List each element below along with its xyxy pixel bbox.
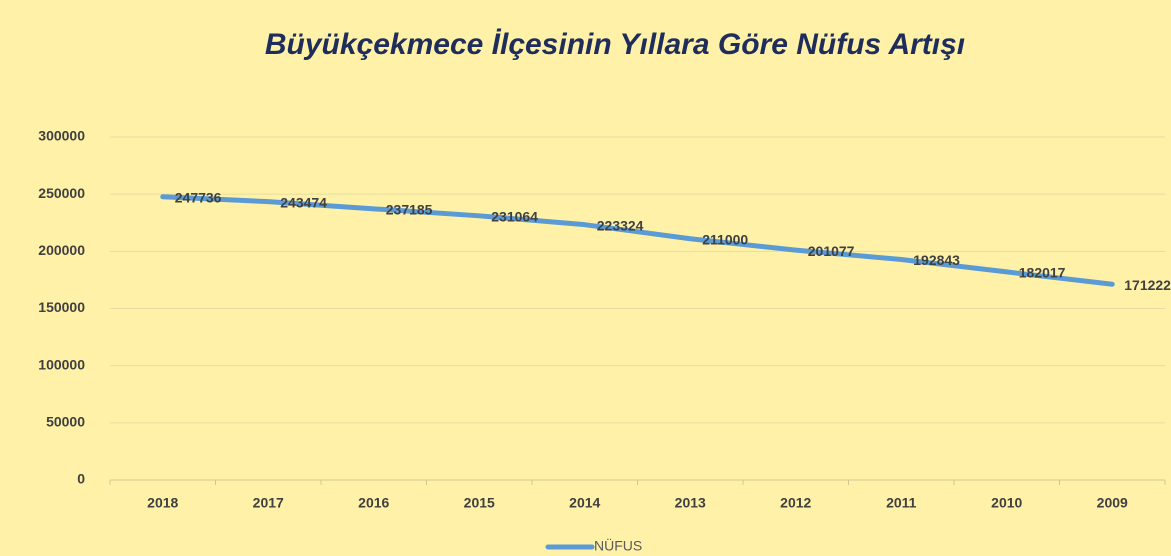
data-label: 237185 <box>386 202 433 218</box>
y-tick-label: 100000 <box>38 356 85 372</box>
data-line <box>160 194 1115 287</box>
x-tick-label: 2011 <box>886 495 917 511</box>
x-tick-label: 2013 <box>675 495 706 511</box>
y-tick-label: 50000 <box>46 414 85 430</box>
data-label: 201077 <box>808 243 855 259</box>
data-label: 182017 <box>1019 265 1066 281</box>
x-tick-label: 2010 <box>991 495 1022 511</box>
y-tick-label: 150000 <box>38 299 85 315</box>
x-tick-label: 2018 <box>147 495 178 511</box>
legend-label: NÜFUS <box>594 537 642 554</box>
x-tick-label: 2015 <box>464 495 495 511</box>
data-label: 243474 <box>280 194 327 210</box>
y-tick-label: 300000 <box>38 128 85 144</box>
data-label: 171222 <box>1124 277 1171 293</box>
y-tick-label: 200000 <box>38 242 85 258</box>
data-label: 211000 <box>702 231 748 247</box>
x-tick-label: 2009 <box>1097 495 1128 511</box>
data-label: 192843 <box>913 252 960 268</box>
x-tick-label: 2014 <box>569 495 600 511</box>
x-tick-label: 2016 <box>358 495 389 511</box>
data-label: 247736 <box>175 189 222 205</box>
y-tick-label: 250000 <box>38 185 85 201</box>
x-tick-label: 2017 <box>253 495 284 511</box>
x-tick-label: 2012 <box>780 495 811 511</box>
data-label: 223324 <box>597 217 644 233</box>
y-tick-label: 0 <box>77 471 85 487</box>
chart-title: Büyükçekmece İlçesinin Yıllara Göre Nüfu… <box>265 28 965 61</box>
data-label: 231064 <box>491 209 538 225</box>
